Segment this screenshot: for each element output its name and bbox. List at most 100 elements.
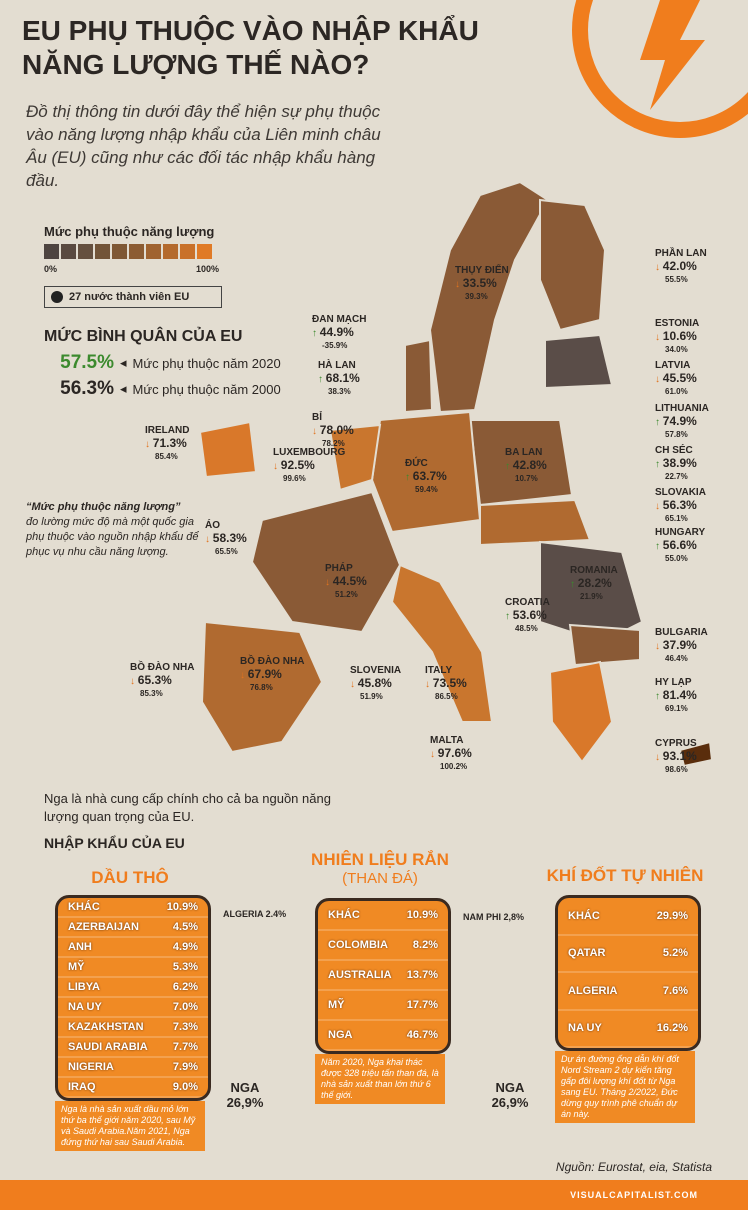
value-2000: 76.8% [250, 683, 273, 692]
trend-arrow: ↓ [655, 641, 663, 652]
legend-scale [44, 244, 212, 259]
title-line: NĂNG LƯỢNG THẾ NÀO? [22, 49, 370, 80]
members-note: 27 nước thành viên EU [44, 286, 222, 308]
country-label: BULGARIA ↓ 37.9% 46.4% [655, 627, 708, 665]
row-name: NIGERIA [68, 1061, 114, 1073]
value-2020: 56.6% [662, 538, 697, 552]
barrel-row: AZERBAIJAN 4.5% [58, 918, 208, 938]
legend-min: 0% [44, 264, 58, 274]
trend-arrow: ↑ [318, 374, 326, 385]
country-label: IRELAND ↓ 71.3% 85.4% [145, 425, 189, 463]
value-2020: 65.3% [137, 673, 172, 687]
country-name: BỈ [312, 412, 322, 423]
value-2020: 93.1% [662, 749, 697, 763]
value-2020: 42.8% [512, 458, 547, 472]
row-value: 6.2% [172, 981, 198, 993]
value-2020: 33.5% [462, 276, 497, 290]
trend-arrow: ↑ [655, 541, 663, 552]
value-2020: 53.6% [512, 608, 547, 622]
country-2020: ↓ 65.3% [130, 674, 194, 688]
barrel-row: NIGERIA 7.9% [58, 1058, 208, 1078]
definition-text: đo lường mức độ mà một quốc gia phụ thuộ… [26, 516, 199, 558]
row-value: 7.7% [172, 1041, 198, 1053]
source: Nguồn: Eurostat, eia, Statista [555, 1160, 712, 1174]
country-label: ĐỨC ↑ 63.7% 59.4% [405, 458, 447, 496]
value-2020: 81.4% [662, 688, 697, 702]
country-2020: ↓ 56.3% [655, 499, 706, 513]
country-name: IRELAND [145, 425, 190, 436]
row-name: ANH [68, 941, 92, 953]
country-name: ÁO [205, 520, 220, 531]
row-value: 5.2% [662, 947, 688, 960]
row-value: 16.2% [656, 1022, 688, 1035]
trend-arrow: ↑ [655, 459, 663, 470]
country-label: ĐAN MẠCH ↑ 44.9% -35.9% [312, 314, 366, 352]
country-name: LITHUANIA [655, 403, 709, 414]
row-value: 7.3% [172, 1021, 198, 1033]
value-2000: 69.1% [665, 704, 688, 713]
row-value: 7.9% [172, 1061, 198, 1073]
country-2020: ↑ 68.1% [318, 372, 360, 386]
value-2020: 74.9% [662, 414, 697, 428]
row-name: KHÁC [568, 909, 600, 922]
row-name: LIBYA [68, 981, 100, 993]
value-2020: 73.5% [432, 676, 467, 690]
row-name: NA UY [568, 1022, 602, 1035]
value-2000: 85.3% [140, 689, 163, 698]
country-2020: ↓ 71.3% [145, 437, 189, 451]
trend-arrow: ↓ [425, 679, 433, 690]
value-2020: 37.9% [662, 638, 697, 652]
value-2000: -35.9% [322, 341, 348, 350]
country-label: BỈ ↓ 78.0% 78.2% [312, 412, 354, 450]
group-title: NHIÊN LIỆU RẮN [311, 850, 449, 869]
country-2020: ↓ 58.3% [205, 532, 247, 546]
country-2020: ↑ 56.6% [655, 539, 705, 553]
legend-swatch [61, 244, 76, 259]
country-label: BỒ ĐÀO NHA ↓ 65.3% 85.3% [130, 662, 194, 700]
legend-swatch [163, 244, 178, 259]
country-name: ROMANIA [570, 565, 618, 576]
country-2020: ↑ 63.7% [405, 470, 447, 484]
trend-arrow: ↓ [655, 332, 663, 343]
country-2020: ↓ 78.0% [312, 424, 354, 438]
trend-arrow: ↓ [655, 501, 663, 512]
value-2020: 68.1% [325, 371, 360, 385]
country-2020: ↑ 53.6% [505, 609, 550, 623]
country-2020: ↑ 42.8% [505, 459, 547, 473]
value-2020: 92.5% [280, 458, 315, 472]
barrel-row: KAZAKHSTAN 7.3% [58, 1018, 208, 1038]
country-name: BỒ ĐÀO NHA [240, 656, 305, 667]
value-2000: 59.4% [415, 485, 438, 494]
country-label: BA LAN ↑ 42.8% 10.7% [505, 447, 547, 485]
legend-swatch [112, 244, 127, 259]
title: EU PHỤ THUỘC VÀO NHẬP KHẨU NĂNG LƯỢNG THẾ… [22, 14, 479, 82]
country-2020: ↓ 73.5% [425, 677, 467, 691]
value-2020: 44.9% [319, 325, 354, 339]
legend-swatch [180, 244, 195, 259]
trend-arrow: ↑ [570, 579, 578, 590]
trend-arrow: ↓ [430, 749, 438, 760]
value-2000: 10.7% [515, 474, 538, 483]
country-2020: ↓ 42.0% [655, 260, 707, 274]
legend-swatch [78, 244, 93, 259]
barrel-row: MỸ 17.7% [318, 991, 448, 1021]
average-value: 57.5% [60, 352, 114, 373]
value-2020: 28.2% [577, 576, 612, 590]
country-name: PHẦN LAN [655, 248, 707, 259]
group-note: Dự án đường ống dẫn khí đốt Nord Stream … [555, 1051, 695, 1123]
value-2000: 65.5% [215, 547, 238, 556]
value-2020: 97.6% [437, 746, 472, 760]
group-note: Nga là nhà sản xuất dầu mỏ lớn thứ ba th… [55, 1101, 205, 1151]
trend-arrow: ↓ [240, 670, 248, 681]
row-value: 10.9% [406, 909, 438, 921]
trend-arrow: ↓ [145, 439, 153, 450]
intro: Đồ thị thông tin dưới đây thể hiện sự ph… [26, 102, 381, 190]
country-2020: ↓ 33.5% [455, 277, 509, 291]
country-2020: ↓ 93.1% [655, 750, 697, 764]
country-name: ITALY [425, 665, 453, 676]
country-label: CYPRUS ↓ 93.1% 98.6% [655, 738, 697, 776]
row-value: 46.7% [406, 1029, 438, 1041]
country-2020: ↑ 44.9% [312, 326, 366, 340]
value-2000: 46.4% [665, 654, 688, 663]
